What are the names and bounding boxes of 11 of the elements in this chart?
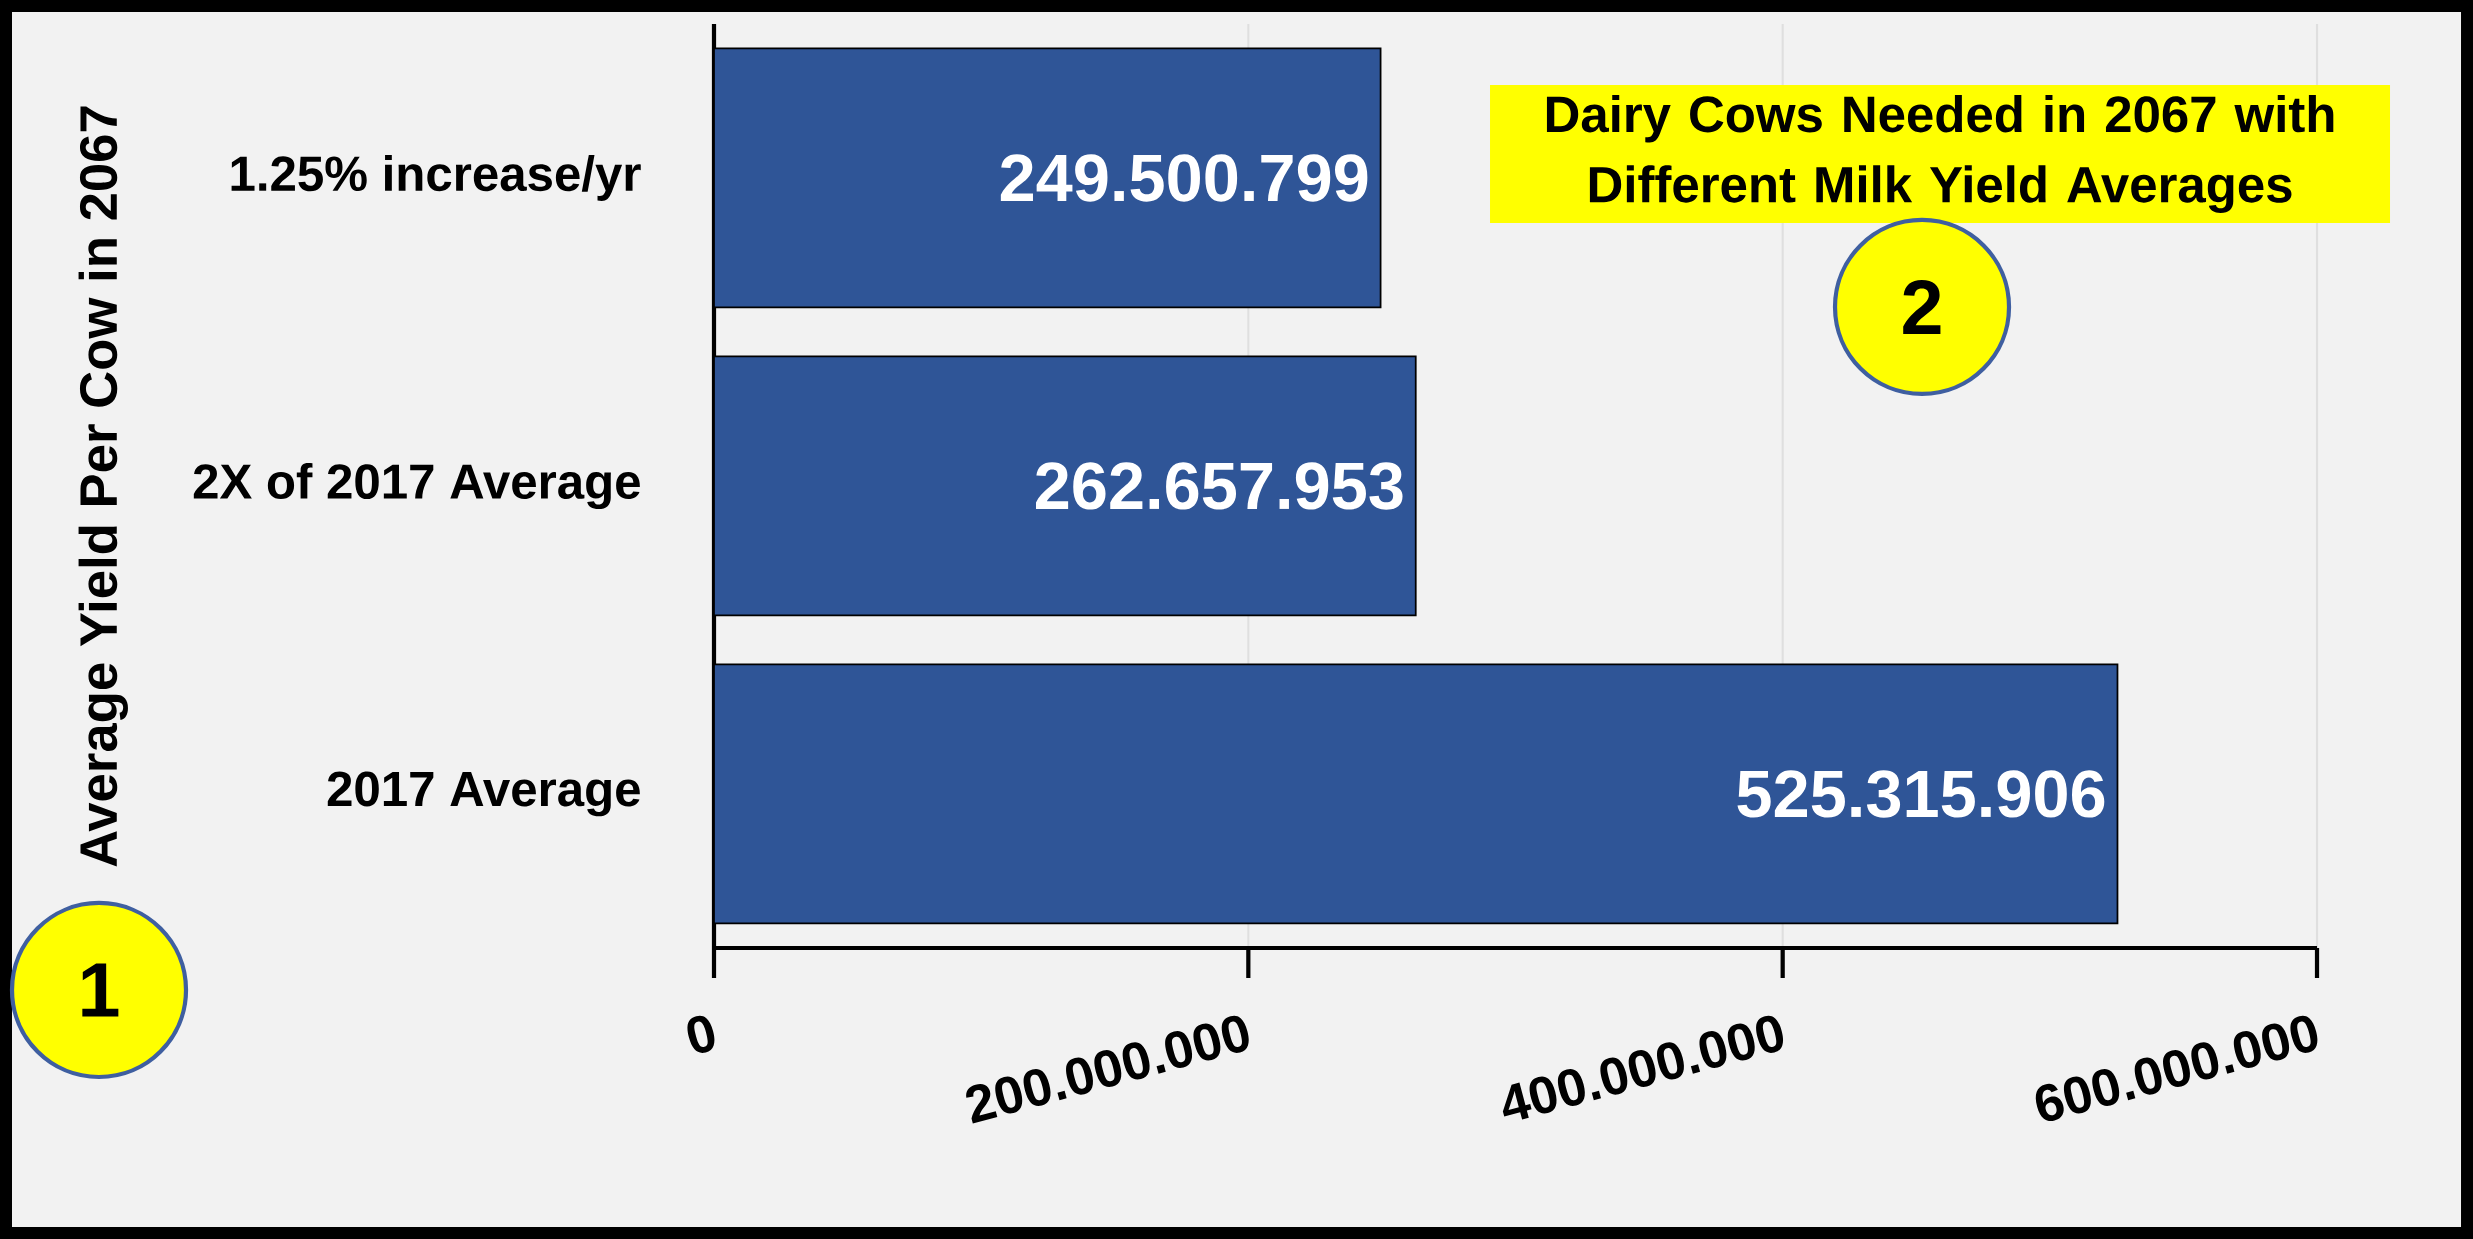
data-label: 262.657.953 xyxy=(1036,462,1403,510)
y-tick-label: 2X of 2017 Average xyxy=(193,462,640,510)
text: Dairy Cows Needed in 2067 with Different Milk Yield Averages xyxy=(1546,94,2334,213)
annotation: 2 xyxy=(1903,279,1941,334)
y-tick-label: 1.25% increase/yr xyxy=(231,155,641,201)
y-tick-label: 2017 Average xyxy=(327,771,640,817)
data-label: 525.315.906 xyxy=(1737,770,2105,818)
data-label: 249.500.799 xyxy=(1000,154,1368,202)
y-axis-title: Average Yield Per Cow in 2067 xyxy=(78,106,128,867)
x-tick-label: 0 xyxy=(687,1015,715,1053)
text: 1 xyxy=(82,963,119,1017)
